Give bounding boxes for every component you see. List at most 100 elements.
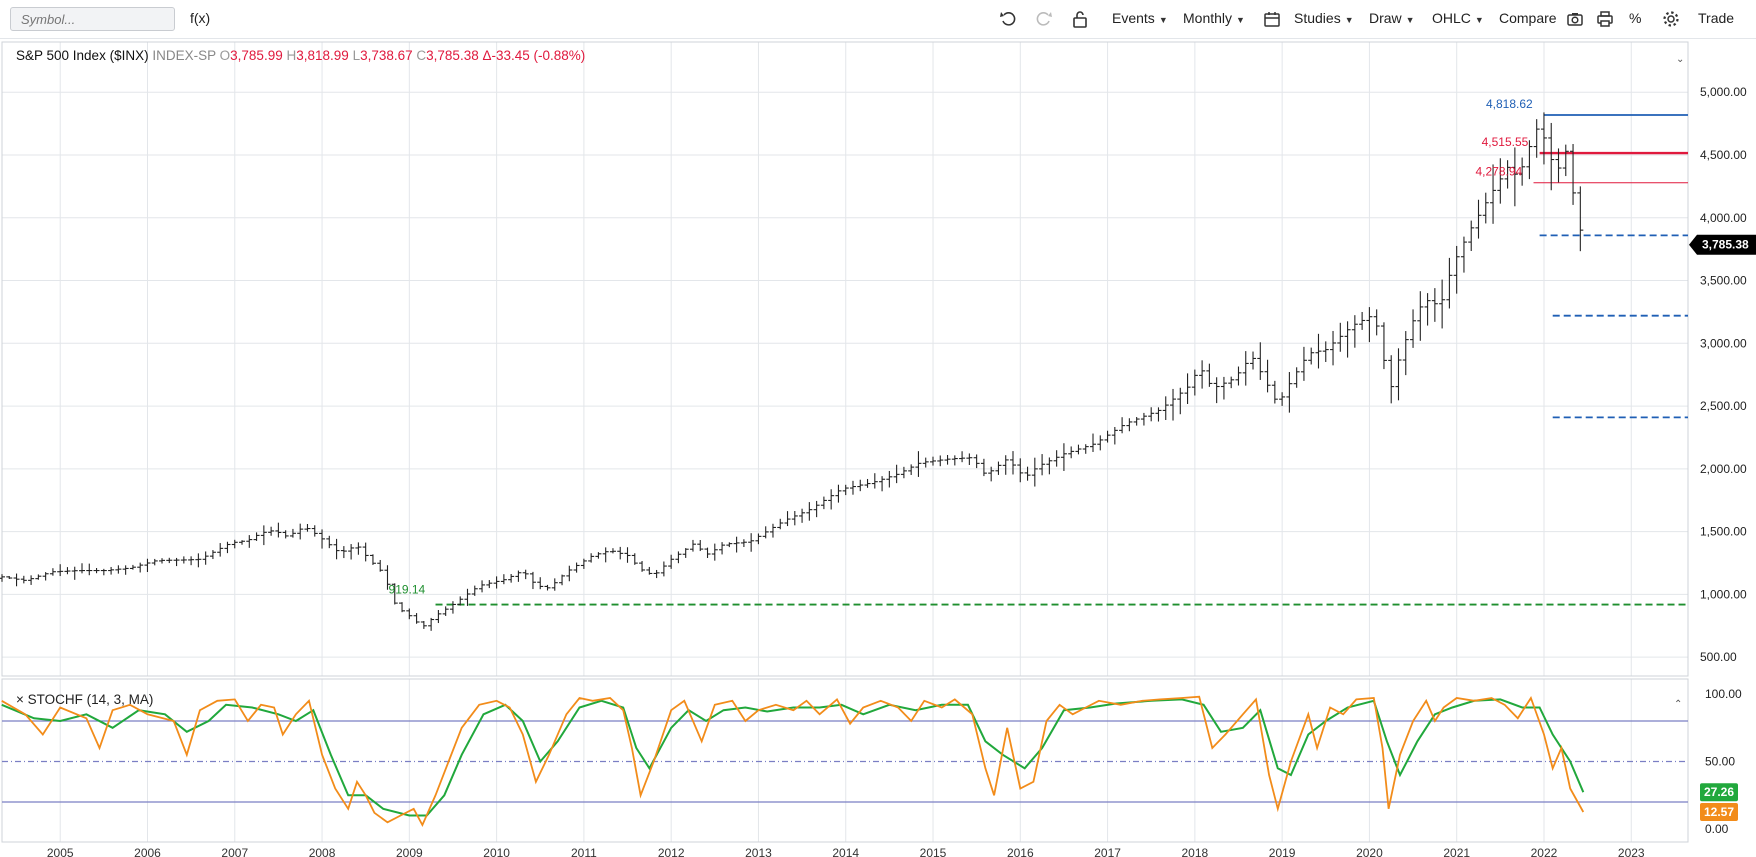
ohlc-bar bbox=[1119, 417, 1126, 434]
ohlc-bar bbox=[0, 574, 5, 582]
ohlc-bar bbox=[529, 571, 536, 590]
ohlc-bar bbox=[944, 455, 951, 465]
ohlc-bar bbox=[500, 574, 507, 585]
close-label: C bbox=[416, 48, 427, 63]
ohlc-bar bbox=[1039, 454, 1046, 476]
ohlc-bar bbox=[1199, 360, 1206, 389]
ohlc-bar bbox=[915, 451, 922, 477]
x-tick-label: 2011 bbox=[571, 846, 597, 857]
ohlc-bar bbox=[908, 464, 915, 475]
ohlc-bar bbox=[493, 576, 500, 589]
x-tick-label: 2017 bbox=[1094, 846, 1121, 857]
ohlc-bar bbox=[202, 551, 209, 565]
compare-button[interactable]: Compare bbox=[1499, 10, 1557, 26]
ohlc-bar bbox=[1191, 369, 1198, 396]
ohlc-bar bbox=[1053, 450, 1060, 467]
ohlc-bar bbox=[544, 584, 551, 591]
ohlc-bar bbox=[784, 511, 791, 527]
axis-labels: 2005 2006 2007 2008 2009 2010 2011 2012 2013 2014… bbox=[47, 54, 1756, 857]
ohlc-bar bbox=[1417, 291, 1424, 341]
charttype-menu[interactable]: OHLC ▼ bbox=[1432, 10, 1484, 26]
symbol-input[interactable] bbox=[10, 7, 175, 31]
ohlc-bar bbox=[988, 466, 995, 482]
ohlc-bar bbox=[362, 542, 369, 562]
x-tick-label: 2019 bbox=[1269, 846, 1296, 857]
ohlc-bar bbox=[428, 617, 435, 631]
ohlc-bar bbox=[835, 484, 842, 503]
ohlc-bar bbox=[1424, 293, 1431, 326]
ohlc-bar bbox=[348, 544, 355, 560]
ohlc-bar bbox=[122, 565, 129, 575]
ohlc-bar bbox=[406, 608, 413, 620]
ohlc-bar bbox=[609, 548, 616, 554]
ohlc-bar bbox=[900, 466, 907, 479]
ohlc-bar bbox=[697, 540, 704, 552]
ohlc-bar bbox=[268, 526, 275, 536]
ohlc-bar bbox=[1082, 444, 1089, 454]
ohlc-bar bbox=[1170, 388, 1177, 421]
ohlc-bar bbox=[624, 547, 631, 563]
camera-icon[interactable] bbox=[1565, 9, 1585, 29]
ohlc-bar bbox=[1271, 380, 1278, 404]
x-tick-label: 2022 bbox=[1531, 846, 1558, 857]
ohlc-bar bbox=[57, 564, 64, 577]
print-icon[interactable] bbox=[1595, 9, 1615, 29]
events-menu[interactable]: Events ▼ bbox=[1112, 10, 1168, 26]
charttype-label: OHLC bbox=[1432, 10, 1471, 26]
ohlc-bar bbox=[1075, 444, 1082, 455]
ohlc-bar bbox=[144, 558, 151, 573]
ohlc-bar bbox=[995, 461, 1002, 475]
ohlc-bar bbox=[224, 541, 231, 554]
ohlc-bar bbox=[719, 542, 726, 555]
fx-button[interactable]: f(x) bbox=[190, 10, 211, 26]
ohlc-bar bbox=[1446, 257, 1453, 309]
ohlc-bar bbox=[275, 522, 282, 538]
draw-menu[interactable]: Draw ▼ bbox=[1369, 10, 1415, 26]
close-study-button[interactable]: × bbox=[16, 692, 24, 707]
chart-area[interactable]: 2005 2006 2007 2008 2009 2010 2011 2012 2013 2014… bbox=[0, 38, 1756, 857]
fast_k-value-label: 12.57 bbox=[1704, 805, 1734, 819]
ohlc-bar bbox=[28, 575, 35, 585]
studies-menu[interactable]: Studies ▼ bbox=[1294, 10, 1354, 26]
undo-icon[interactable] bbox=[998, 9, 1018, 29]
lock-icon[interactable] bbox=[1070, 9, 1090, 29]
x-tick-label: 2013 bbox=[745, 846, 772, 857]
ohlc-bar bbox=[180, 556, 187, 564]
ohlc-bar bbox=[457, 596, 464, 606]
collapse-chevron-icon: ⌄ bbox=[1676, 54, 1684, 65]
calendar-icon[interactable] bbox=[1262, 9, 1282, 29]
ohlc-bar bbox=[231, 539, 238, 549]
ohlc-bar bbox=[42, 572, 49, 581]
price-tick-label: 4,000.00 bbox=[1700, 211, 1747, 225]
x-tick-label: 2012 bbox=[658, 846, 685, 857]
toolbar: f(x) Events▼ Monthly▼ Studies▼ Draw▼ OHL… bbox=[0, 0, 1756, 39]
x-tick-label: 2014 bbox=[832, 846, 859, 857]
percent-button[interactable]: % bbox=[1629, 10, 1642, 26]
redo-icon[interactable] bbox=[1034, 9, 1054, 29]
ohlc-bar bbox=[1308, 347, 1315, 365]
ohlc-bar bbox=[1068, 446, 1075, 459]
low-value: 3,738.67 bbox=[360, 48, 413, 63]
ohlc-bar bbox=[1184, 373, 1191, 404]
ohlc-bar bbox=[166, 557, 173, 564]
gear-icon[interactable] bbox=[1661, 9, 1681, 29]
ohlc-bar bbox=[1315, 333, 1322, 369]
price-tick-label: 1,000.00 bbox=[1700, 587, 1747, 601]
ohlc-bar bbox=[1140, 412, 1147, 426]
period-menu[interactable]: Monthly ▼ bbox=[1183, 10, 1245, 26]
ohlc-bar bbox=[929, 456, 936, 466]
ohlc-bar bbox=[1213, 377, 1220, 404]
ohlc-bar bbox=[748, 533, 755, 552]
high-label: H bbox=[286, 48, 297, 63]
price-tick-label: 500.00 bbox=[1700, 650, 1737, 664]
ohlc-bar bbox=[617, 546, 624, 560]
trade-button[interactable]: Trade bbox=[1698, 10, 1735, 26]
ohlc-bar bbox=[159, 558, 166, 564]
ohlc-bar bbox=[209, 550, 216, 560]
ohlc-bar bbox=[922, 457, 929, 468]
ohlc-bar bbox=[326, 535, 333, 549]
ohlc-bar bbox=[304, 524, 311, 532]
ohlc-bar bbox=[1388, 355, 1395, 404]
price-tick-label: 2,000.00 bbox=[1700, 462, 1747, 476]
studies-label: Studies bbox=[1294, 10, 1341, 26]
